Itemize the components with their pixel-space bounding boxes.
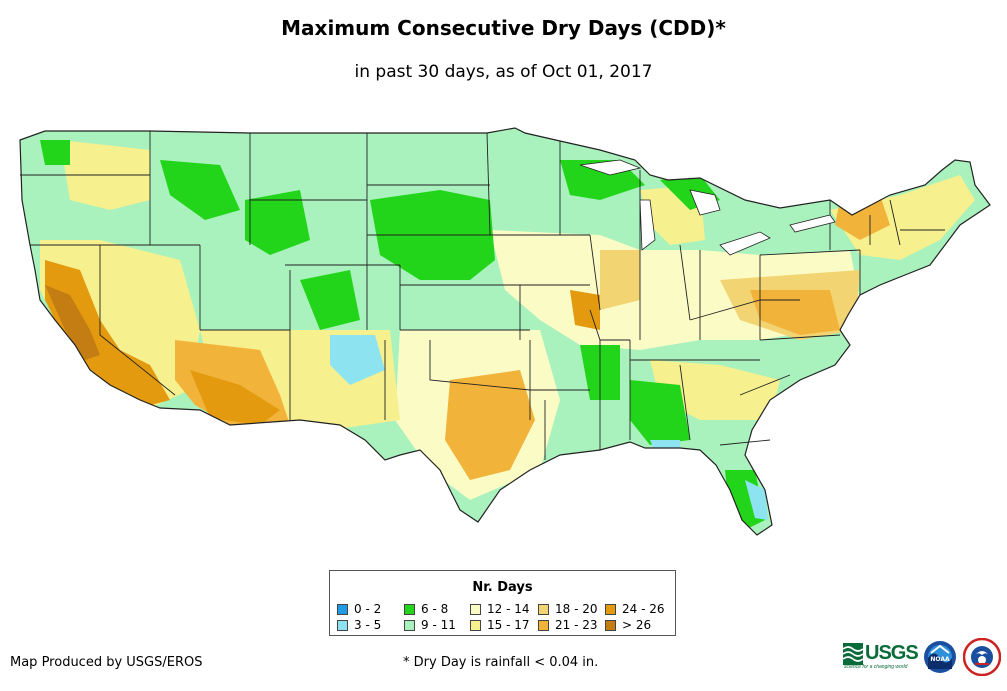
legend-item-0-2: 0 - 2: [337, 602, 381, 616]
zone-virginia-21-23: [750, 290, 840, 335]
legend-swatch: [404, 603, 415, 615]
usgs-wave-icon: [843, 642, 863, 665]
legend-label: 21 - 23: [555, 618, 598, 632]
zone-newmexico-3-5: [330, 335, 385, 385]
legend-label: 6 - 8: [421, 602, 449, 616]
legend-swatch: [538, 603, 549, 615]
usgs-wordmark: USGS: [865, 642, 919, 664]
legend-item-15-17: 15 - 17: [470, 618, 530, 632]
map-subtitle: in past 30 days, as of Oct 01, 2017: [354, 62, 653, 82]
lake-huron: [689, 189, 721, 216]
zone-alabama-6-8: [630, 380, 690, 445]
lake-michigan: [639, 199, 656, 251]
legend-label: 18 - 20: [555, 602, 598, 616]
zone-northeast-15-17: [830, 175, 975, 260]
legend-swatch: [538, 619, 549, 631]
nws-logo-icon: [963, 638, 1001, 676]
map-credit: Map Produced by USGS/EROS: [10, 655, 203, 670]
legend-item-18-20: 18 - 20: [538, 602, 598, 616]
map-legend: Nr. Days 0 - 2 3 - 5 6 - 8 9 - 11 12 - 1…: [329, 570, 676, 636]
usgs-tagline: science for a changing world: [844, 664, 908, 670]
legend-swatch: [605, 603, 616, 615]
usgs-logo: USGS: [843, 642, 919, 665]
lake-erie: [719, 231, 771, 256]
lake-superior: [579, 159, 642, 176]
legend-swatch: [605, 619, 616, 631]
legend-label: 9 - 11: [421, 618, 456, 632]
noaa-wordmark: NOAA: [930, 656, 950, 663]
legend-item-3-5: 3 - 5: [337, 618, 381, 632]
zone-gulf-3-5: [650, 440, 680, 452]
zone-montana-6-8: [160, 160, 240, 220]
legend-item-24-26: 24 - 26: [605, 602, 665, 616]
legend-swatch: [404, 619, 415, 631]
zone-california-over-26: [45, 285, 100, 360]
legend-label: 0 - 2: [354, 602, 382, 616]
great-lakes: [579, 159, 836, 256]
zone-arizona-24-26: [190, 370, 280, 425]
legend-swatch: [470, 603, 481, 615]
lake-ontario: [789, 214, 836, 233]
legend-label: 3 - 5: [354, 618, 382, 632]
zone-colorado-6-8: [300, 270, 360, 330]
legend-label: 15 - 17: [487, 618, 530, 632]
legend-label: > 26: [622, 618, 652, 632]
zone-florida-3-5: [745, 480, 768, 520]
legend-item-9-11: 9 - 11: [404, 618, 456, 632]
zone-texas-21-23: [445, 370, 535, 480]
legend-item-21-23: 21 - 23: [538, 618, 598, 632]
legend-item-6-8: 6 - 8: [404, 602, 448, 616]
legend-item-over-26: > 26: [605, 618, 651, 632]
zone-missouri-24-26: [570, 290, 600, 330]
legend-title: Nr. Days: [472, 580, 533, 595]
legend-label: 24 - 26: [622, 602, 665, 616]
legend-swatch: [337, 619, 348, 631]
zone-socal-24-26: [45, 260, 170, 408]
legend-swatch: [337, 603, 348, 615]
state-borders: [19, 127, 991, 536]
zone-wyoming-6-8: [245, 190, 310, 255]
legend-item-12-14: 12 - 14: [470, 602, 530, 616]
dry-day-footnote: * Dry Day is rainfall < 0.04 in.: [403, 655, 599, 670]
map-title: Maximum Consecutive Dry Days (CDD)*: [281, 16, 726, 40]
legend-swatch: [470, 619, 481, 631]
noaa-logo-icon: NOAA: [924, 641, 956, 673]
zone-illinois-18-20: [600, 250, 640, 310]
zone-washington-6-8: [40, 140, 70, 165]
legend-label: 12 - 14: [487, 602, 530, 616]
